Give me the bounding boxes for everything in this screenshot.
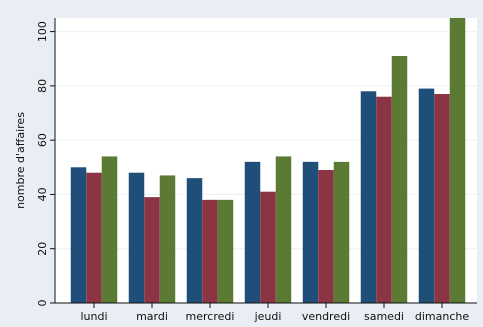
x-tick-label: jeudi xyxy=(254,310,282,323)
y-tick-label: 100 xyxy=(36,21,49,42)
bar-jeudi-series-2 xyxy=(260,191,276,303)
bar-vendredi-series-1 xyxy=(302,161,319,303)
bar-dimanche-series-3 xyxy=(449,18,466,303)
bar-lundi-series-3 xyxy=(101,156,118,303)
y-tick-label: 80 xyxy=(36,79,49,93)
bar-samedi-series-2 xyxy=(376,96,392,303)
bar-lundi-series-2 xyxy=(86,172,102,303)
bar-vendredi-series-2 xyxy=(318,170,334,303)
y-tick-label: 40 xyxy=(36,187,49,201)
bar-jeudi-series-3 xyxy=(275,156,292,303)
bar-dimanche-series-2 xyxy=(434,94,450,303)
bar-mercredi-series-2 xyxy=(202,199,218,303)
x-tick-label: mercredi xyxy=(186,310,235,323)
y-tick-label: 20 xyxy=(36,242,49,256)
bar-mardi-series-3 xyxy=(159,175,176,303)
bar-dimanche-series-1 xyxy=(418,88,435,303)
bar-vendredi-series-3 xyxy=(333,161,350,303)
x-tick-label: mardi xyxy=(136,310,168,323)
x-tick-label: vendredi xyxy=(302,310,350,323)
bar-mardi-series-2 xyxy=(144,197,160,303)
bar-mercredi-series-3 xyxy=(217,199,234,303)
bar-jeudi-series-1 xyxy=(244,161,261,303)
y-tick-label: 0 xyxy=(36,300,49,307)
bar-samedi-series-1 xyxy=(360,91,377,304)
axes xyxy=(50,18,477,308)
x-tick-label: lundi xyxy=(80,310,107,323)
x-tick-label: samedi xyxy=(364,310,404,323)
y-tick-label: 60 xyxy=(36,133,49,147)
tick-labels: 0 20 40 60 80 100 lundi mardi mercredi jeudi vendr… xyxy=(36,21,470,323)
bar-lundi-series-1 xyxy=(70,167,87,303)
bar-samedi-series-3 xyxy=(391,56,408,303)
y-axis-title: nombre d'affaires xyxy=(14,112,27,209)
bar-mardi-series-1 xyxy=(128,172,145,303)
bar-mercredi-series-1 xyxy=(186,178,203,303)
bars xyxy=(70,18,466,304)
x-tick-label: dimanche xyxy=(415,310,469,323)
